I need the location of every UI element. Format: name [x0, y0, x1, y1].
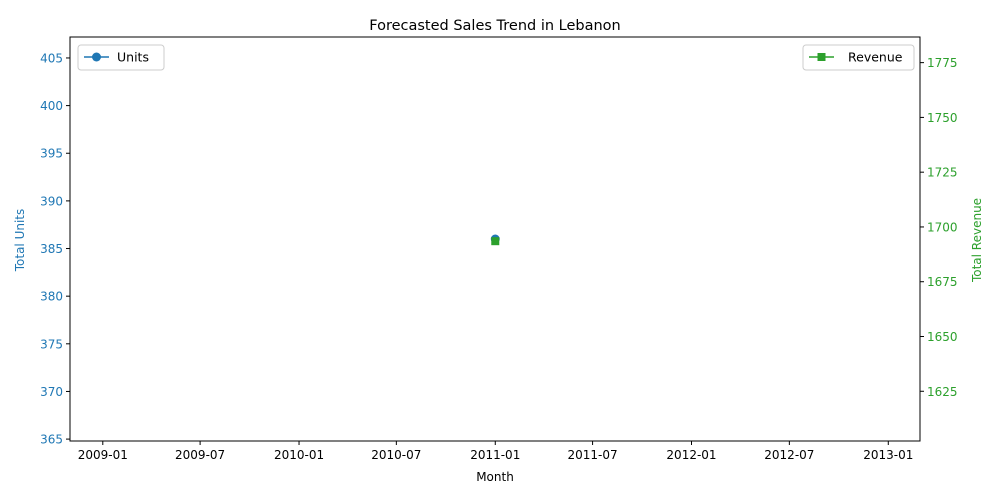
x-tick-label: 2013-01	[863, 448, 913, 462]
y-left-tick-label: 365	[40, 433, 63, 447]
axes-layer: 2009-01 2009-07 2010-01 2010-07 2011-01 2011-…	[40, 36, 958, 462]
legend-revenue-marker	[817, 53, 826, 61]
legend-revenue: Revenue	[802, 44, 915, 71]
y-left-tick-label: 400	[40, 99, 63, 113]
legend-units-marker	[92, 52, 101, 62]
series-layer	[490, 234, 500, 246]
y-left-tick-label: 380	[40, 290, 63, 304]
legend-units: Units	[77, 44, 165, 71]
y-left-tick-label: 395	[40, 147, 63, 161]
y-left-tick-label: 370	[40, 385, 63, 399]
y-right-tick-label: 1625	[927, 385, 958, 399]
legend-units-frame	[77, 44, 165, 71]
y-right-tick-label: 1775	[927, 56, 958, 70]
y-right-tick-label: 1750	[927, 111, 958, 125]
x-tick-label: 2010-01	[274, 448, 324, 462]
legend-units-label: Units	[117, 50, 149, 65]
series-revenue-point	[491, 237, 500, 246]
x-tick-label: 2010-07	[371, 448, 421, 462]
x-tick-label: 2011-01	[470, 448, 520, 462]
chart-title: Forecasted Sales Trend in Lebanon	[369, 18, 621, 34]
x-tick-label: 2009-01	[78, 448, 128, 462]
y-left-tick-label: 375	[40, 337, 63, 351]
y-left-tick-label: 405	[40, 51, 63, 65]
x-axis-title: Month	[476, 470, 514, 484]
y-right-tick-label: 1725	[927, 166, 958, 180]
y-axis-left-title: Total Units	[13, 209, 27, 273]
y-axis-right-title: Total Revenue	[970, 198, 984, 283]
x-tick-label: 2011-07	[568, 448, 618, 462]
y-right-tick-label: 1650	[927, 330, 958, 344]
legend-revenue-label: Revenue	[848, 50, 903, 65]
x-tick-label: 2009-07	[175, 448, 225, 462]
y-left-tick-label: 385	[40, 242, 63, 256]
legend-revenue-frame	[802, 44, 915, 71]
y-right-tick-label: 1675	[927, 275, 958, 289]
x-tick-label: 2012-07	[764, 448, 814, 462]
y-right-tick-label: 1700	[927, 220, 958, 234]
x-tick-label: 2012-01	[666, 448, 716, 462]
y-left-tick-label: 390	[40, 194, 63, 208]
